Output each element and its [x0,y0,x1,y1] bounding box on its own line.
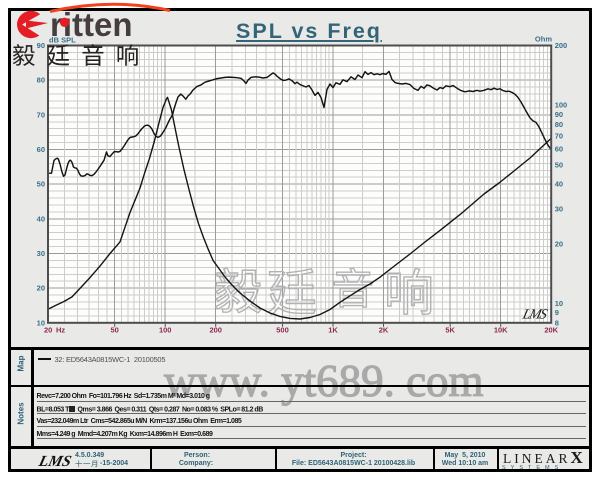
svg-text:1K: 1K [328,326,338,335]
svg-text:500: 500 [276,326,289,335]
svg-text:9: 9 [555,308,559,317]
svg-text:50: 50 [37,180,45,189]
svg-text:10: 10 [37,318,45,327]
svg-text:70: 70 [555,131,563,140]
svg-text:LMS: LMS [520,307,549,323]
svg-text:80: 80 [37,76,45,85]
svg-text:80: 80 [555,120,563,129]
svg-text:100: 100 [159,326,172,335]
svg-text:60: 60 [37,145,45,154]
svg-text:20: 20 [44,326,52,335]
svg-text:20: 20 [37,284,45,293]
svg-text:Hz: Hz [56,326,65,335]
svg-text:20K: 20K [544,326,558,335]
svg-text:dB SPL: dB SPL [49,36,76,45]
svg-text:40: 40 [37,214,45,223]
svg-text:10K: 10K [494,326,508,335]
svg-text:50: 50 [555,160,563,169]
svg-text:90: 90 [555,110,563,119]
svg-text:200: 200 [209,326,222,335]
svg-text:5K: 5K [445,326,455,335]
svg-text:LMS: LMS [36,453,73,470]
svg-text:40: 40 [555,180,563,189]
svg-text:100: 100 [555,101,568,110]
svg-text:200: 200 [555,41,568,50]
svg-text:90: 90 [37,41,45,50]
svg-text:20: 20 [555,239,563,248]
svg-text:30: 30 [555,204,563,213]
svg-text:Ohm: Ohm [535,35,552,44]
svg-text:30: 30 [37,249,45,258]
svg-text:2K: 2K [379,326,389,335]
svg-text:50: 50 [111,326,119,335]
svg-text:8: 8 [555,318,559,327]
svg-text:70: 70 [37,110,45,119]
svg-text:10: 10 [555,299,563,308]
svg-text:60: 60 [555,145,563,154]
